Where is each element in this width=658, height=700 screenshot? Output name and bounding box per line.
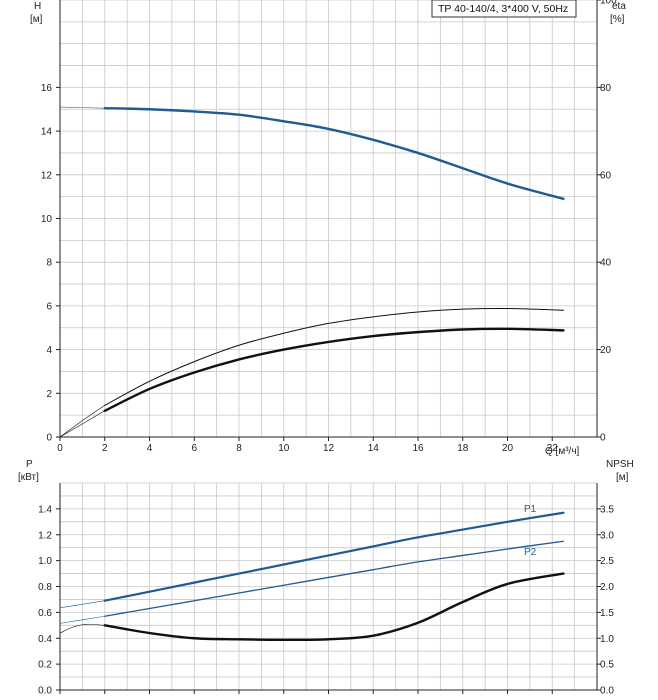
- eta-axis-unit: [%]: [610, 14, 625, 25]
- power-right-tick-label: 3.5: [600, 504, 614, 515]
- flow-x-tick-label: 6: [191, 443, 197, 454]
- head-left-tick-label: 16: [41, 83, 53, 94]
- head-axis-unit: [м]: [30, 14, 43, 25]
- flow-axis-label: Q [м³/ч]: [545, 446, 580, 457]
- eta-axis-label: eta: [612, 1, 626, 12]
- head-left-tick-label: 2: [46, 389, 52, 400]
- power-curve-5: [103, 572, 565, 642]
- power-curve-3: [59, 615, 106, 624]
- flow-x-tick-label: 20: [502, 443, 514, 454]
- power-right-tick-label: 2.0: [600, 582, 614, 593]
- head-curve-1: [59, 405, 106, 438]
- series-p2: [104, 540, 565, 617]
- power-left-tick-label: 1.4: [38, 504, 52, 515]
- head-left-tick-label: 12: [41, 170, 53, 181]
- power-axis-label: P: [26, 459, 33, 470]
- flow-x-tick-label: 10: [278, 443, 290, 454]
- head-curve-5: [59, 106, 106, 109]
- npsh-axis-label: NPSH: [606, 459, 634, 470]
- head-curve-4: [103, 327, 565, 412]
- head-left-tick-label: 6: [46, 301, 52, 312]
- power-right-tick-label: 2.5: [600, 556, 614, 567]
- power-curve-4: [59, 623, 106, 634]
- title-box: [431, 0, 577, 18]
- head-right-tick-label: 60: [600, 170, 612, 181]
- head-curve-0: [103, 106, 565, 201]
- power-left-tick-label: 0.0: [38, 686, 52, 697]
- head-curve-2: [104, 307, 564, 406]
- npsh-axis-unit: [м]: [616, 472, 629, 483]
- power-left-tick-label: 0.8: [38, 582, 52, 593]
- flow-x-tick-label: 8: [236, 443, 242, 454]
- power-right-tick-label: 0.0: [600, 686, 614, 697]
- power-left-tick-label: 0.6: [38, 608, 52, 619]
- flow-x-tick-label: 0: [57, 443, 63, 454]
- flow-x-tick-label: 12: [323, 443, 335, 454]
- power-panel-ticks: 0.0 0.2 0.4 0.6 0.8 1.0 1.2 1.4 0.0 0.5 1.0 1.5 2.0 2…: [38, 504, 614, 696]
- series-label-p2: P2: [524, 547, 537, 558]
- head-right-tick-label: 0: [600, 433, 606, 444]
- head-right-tick-label: 20: [600, 345, 612, 356]
- head-curve-3: [59, 410, 106, 438]
- head-left-tick-label: 4: [46, 345, 52, 356]
- power-left-tick-label: 1.2: [38, 530, 52, 541]
- flow-x-tick-label: 18: [457, 443, 469, 454]
- head-left-tick-label: 0: [46, 433, 52, 444]
- power-right-tick-label: 1.5: [600, 608, 614, 619]
- power-right-tick-label: 0.5: [600, 660, 614, 671]
- power-left-tick-label: 0.4: [38, 634, 52, 645]
- chart-title: TP 40-140/4, 3*400 V, 50Hz: [438, 3, 568, 15]
- power-axis-unit: [кВт]: [18, 472, 39, 483]
- head-left-tick-label: 8: [46, 258, 52, 269]
- head-left-tick-label: 14: [41, 127, 53, 138]
- head-panel-ticks: 0 2 4 6 8 10 12 14 16 0 20 40 60 80 100 0 2 4 6 8 10 12 14 16 18…: [41, 0, 617, 454]
- head-axis-label: H: [34, 1, 41, 12]
- power-right-tick-label: 1.0: [600, 634, 614, 645]
- series-label-p1: P1: [524, 504, 537, 515]
- head-panel-curves: [59, 106, 565, 438]
- power-left-tick-label: 0.2: [38, 660, 52, 671]
- head-right-tick-label: 100: [600, 0, 617, 7]
- power-panel-curves: [59, 511, 565, 642]
- flow-x-tick-label: 16: [412, 443, 424, 454]
- head-left-tick-label: 10: [41, 214, 53, 225]
- power-left-tick-label: 1.0: [38, 556, 52, 567]
- power-right-tick-label: 3.0: [600, 530, 614, 541]
- series-p1: [103, 511, 565, 602]
- power-panel-grid: [59, 482, 598, 691]
- head-right-tick-label: 80: [600, 83, 612, 94]
- flow-x-tick-label: 22: [547, 443, 559, 454]
- flow-x-tick-label: 2: [102, 443, 108, 454]
- head-panel-grid: [59, 0, 598, 438]
- power-curve-2: [59, 600, 106, 609]
- flow-x-tick-label: 4: [147, 443, 153, 454]
- head-right-tick-label: 40: [600, 258, 612, 269]
- flow-x-tick-label: 14: [368, 443, 380, 454]
